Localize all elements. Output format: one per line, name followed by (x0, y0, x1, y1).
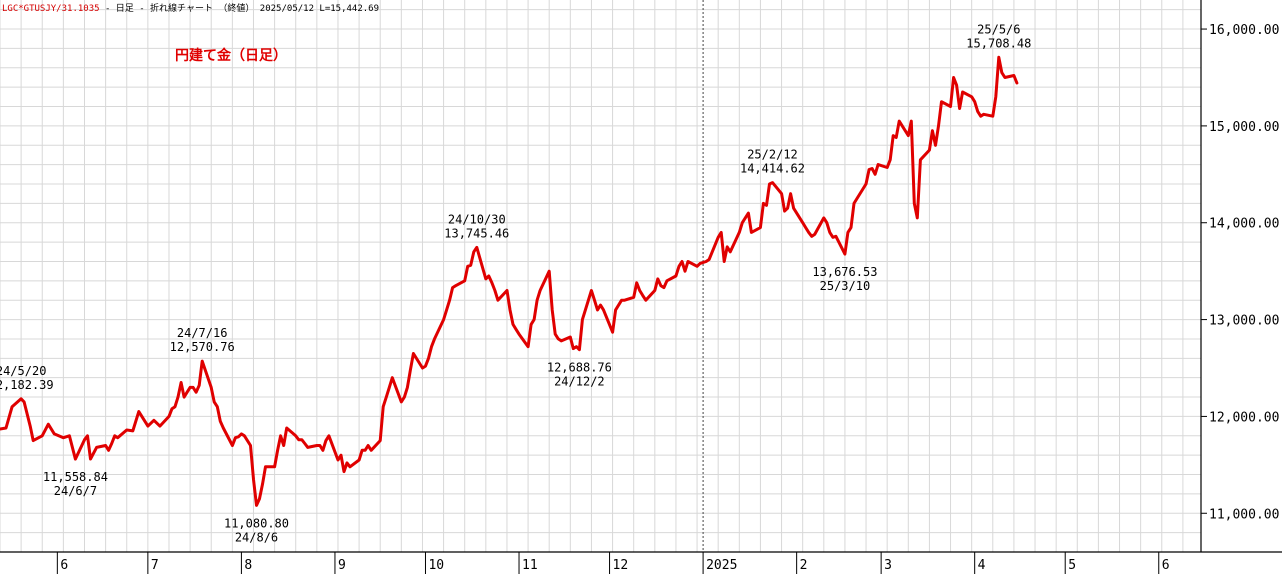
peak-date-label: 24/5/20 (0, 364, 46, 378)
header-info: - 日足 - 折れ線チャート （終値） 2025/05/12 L=15,442.… (99, 4, 380, 14)
y-tick-label: 15,000.00 (1209, 120, 1279, 135)
peak-value-label: 14,414.62 (740, 162, 805, 176)
x-tick-label: 5 (1068, 558, 1076, 573)
x-tick-label: 6 (60, 558, 68, 573)
y-tick-label: 12,000.00 (1209, 410, 1279, 425)
trough-value-label: 12,688.76 (547, 361, 612, 375)
x-tick-label: 3 (884, 558, 892, 573)
x-tick-label: 8 (244, 558, 252, 573)
x-tick-label: 6 (1162, 558, 1170, 573)
x-tick-label: 12 (613, 558, 629, 573)
y-tick-label: 14,000.00 (1209, 217, 1279, 232)
x-tick-label: 4 (978, 558, 986, 573)
x-tick-label: 7 (151, 558, 159, 573)
x-tick-label: 2 (800, 558, 808, 573)
peak-date-label: 24/7/16 (177, 326, 228, 340)
symbol-code: LGC*GTUSJY/31.1035 (2, 4, 100, 14)
trough-value-label: 13,676.53 (812, 265, 877, 279)
y-tick-label: 16,000.00 (1209, 23, 1279, 38)
peak-value-label: 12,570.76 (170, 340, 235, 354)
peak-value-label: 13,745.46 (444, 226, 509, 240)
x-tick-label: 11 (522, 558, 538, 573)
price-line (0, 55, 1019, 507)
trough-date-label: 24/8/6 (235, 530, 278, 544)
chart-subtitle: 円建て金（日足） (175, 48, 287, 64)
x-tick-label: 2025 (706, 558, 737, 573)
peak-date-label: 25/5/6 (977, 22, 1020, 36)
y-tick-label: 11,000.00 (1209, 507, 1279, 522)
trough-value-label: 11,080.80 (224, 516, 289, 530)
y-tick-label: 13,000.00 (1209, 314, 1279, 329)
x-tick-label: 9 (338, 558, 346, 573)
x-tick-label: 10 (428, 558, 444, 573)
trough-date-label: 25/3/10 (820, 279, 871, 293)
peak-date-label: 25/2/12 (747, 148, 798, 162)
trough-value-label: 11,558.84 (43, 470, 108, 484)
peak-value-label: 12,182.39 (0, 378, 54, 392)
chart-header: LGC*GTUSJY/31.1035 - 日足 - 折れ線チャート （終値） 2… (2, 1, 379, 14)
trough-date-label: 24/6/7 (54, 484, 97, 498)
peak-date-label: 24/10/30 (448, 212, 506, 226)
trough-date-label: 24/12/2 (554, 375, 605, 389)
peak-value-label: 15,708.48 (966, 36, 1031, 50)
